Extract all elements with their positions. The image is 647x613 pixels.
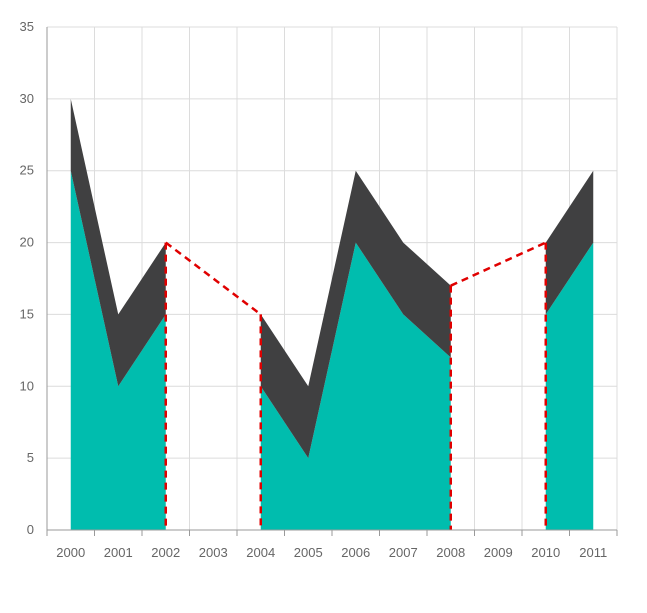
area-series-1 xyxy=(260,242,451,531)
x-tick-label: 2006 xyxy=(341,545,370,560)
y-tick-label: 10 xyxy=(20,378,34,393)
x-tick-label: 2000 xyxy=(56,545,85,560)
x-tick-label: 2007 xyxy=(389,545,418,560)
x-tick-label: 2005 xyxy=(294,545,323,560)
tick-labels: 0 5 10 15 20 25 30 35 2000 2001 2002 2003 2004 2005 20… xyxy=(20,19,608,560)
y-tick-label: 25 xyxy=(20,163,34,178)
empty-point-connector xyxy=(450,241,547,287)
area-series-2 xyxy=(260,170,451,459)
axes xyxy=(46,27,618,536)
x-tick-label: 2008 xyxy=(436,545,465,560)
x-tick-label: 2003 xyxy=(199,545,228,560)
x-tick-label: 2001 xyxy=(104,545,133,560)
empty-point-connectors xyxy=(164,241,547,530)
area-series-2 xyxy=(545,170,594,315)
y-tick-label: 15 xyxy=(20,306,34,321)
empty-point-connector xyxy=(164,241,262,316)
area-series-2 xyxy=(70,98,166,387)
y-tick-label: 20 xyxy=(20,235,34,250)
y-tick-label: 35 xyxy=(20,19,34,34)
x-tick-label: 2004 xyxy=(246,545,275,560)
y-tick-label: 30 xyxy=(20,91,34,106)
y-tick-label: 0 xyxy=(27,522,34,537)
area-series xyxy=(70,98,594,531)
x-tick-label: 2010 xyxy=(531,545,560,560)
area-series-1 xyxy=(70,170,166,530)
area-series-1 xyxy=(545,242,594,531)
x-tick-label: 2002 xyxy=(151,545,180,560)
x-tick-label: 2011 xyxy=(579,545,607,560)
x-tick-label: 2009 xyxy=(484,545,513,560)
y-tick-label: 5 xyxy=(27,450,34,465)
